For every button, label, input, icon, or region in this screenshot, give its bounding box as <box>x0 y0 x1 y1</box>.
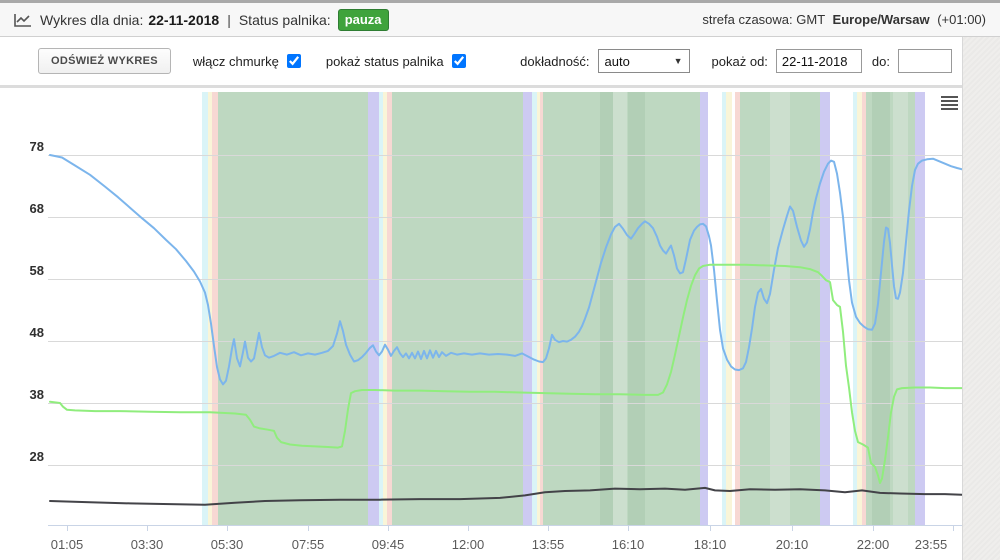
series-blue-line <box>49 154 962 386</box>
timezone-offset: (+01:00) <box>937 12 986 27</box>
refresh-chart-button[interactable]: ODŚWIEŻ WYKRES <box>38 48 171 74</box>
page-title-date: 22-11-2018 <box>148 11 220 28</box>
to-date-label: do: <box>871 53 890 69</box>
dropdown-arrow-icon: ▼ <box>673 56 683 66</box>
to-date-input[interactable] <box>898 49 952 73</box>
status-band <box>628 92 645 525</box>
status-band <box>915 92 925 525</box>
status-checkbox[interactable] <box>451 54 466 68</box>
status-band <box>857 92 862 525</box>
title-separator: | <box>227 11 231 28</box>
status-band <box>600 92 613 525</box>
status-band <box>735 92 740 525</box>
status-band <box>700 92 708 525</box>
chart-export-menu-button[interactable] <box>941 96 958 112</box>
from-date-input[interactable] <box>775 49 862 73</box>
from-date-label: pokaż od: <box>711 53 768 69</box>
gridline <box>48 155 962 156</box>
status-band <box>218 92 368 525</box>
status-band <box>853 92 857 525</box>
series-dark-line <box>49 486 962 506</box>
status-band <box>540 92 543 525</box>
precision-label: dokładność: <box>520 53 590 69</box>
status-band <box>212 92 218 525</box>
status-band <box>726 92 732 525</box>
status-band <box>532 92 537 525</box>
status-band <box>202 92 208 525</box>
status-band <box>722 92 726 525</box>
status-band <box>379 92 383 525</box>
status-band <box>208 92 212 525</box>
cloud-checkbox-label: włącz chmurkę <box>192 53 279 69</box>
gridline <box>48 217 962 218</box>
cloud-checkbox[interactable] <box>286 54 301 68</box>
precision-select-value: auto <box>604 53 630 69</box>
status-band <box>383 92 387 525</box>
gridline <box>48 279 962 280</box>
status-band <box>872 92 890 525</box>
status-checkbox-label: pokaż status palnika <box>325 53 444 69</box>
status-band <box>893 92 908 525</box>
burner-status-badge: pauza <box>337 8 389 31</box>
timezone-zone: Europe/Warsaw <box>832 12 930 27</box>
gridline <box>48 403 962 404</box>
series-green-line <box>49 263 962 484</box>
page-title-label: Wykres dla dnia: <box>40 11 144 28</box>
status-band <box>368 92 379 525</box>
gridline <box>48 465 962 466</box>
burner-status-label: Status palnika: <box>238 11 331 28</box>
plot-area[interactable] <box>48 92 962 525</box>
status-band <box>862 92 866 525</box>
line-chart-icon <box>14 13 32 27</box>
header-bar: Wykres dla dnia: 22-11-2018 | Status pal… <box>0 0 1000 37</box>
status-band <box>392 92 523 525</box>
gridline <box>48 341 962 342</box>
status-band <box>523 92 532 525</box>
status-band <box>820 92 830 525</box>
timezone-prefix: strefa czasowa: GMT <box>702 12 825 27</box>
status-band <box>387 92 392 525</box>
status-band <box>770 92 790 525</box>
status-band <box>537 92 540 525</box>
precision-select[interactable]: auto ▼ <box>597 49 690 73</box>
timezone-info: strefa czasowa: GMT Europe/Warsaw (+01:0… <box>702 12 986 27</box>
status-band <box>613 92 627 525</box>
toolbar: ODŚWIEŻ WYKRES włącz chmurkę pokaż statu… <box>0 46 958 76</box>
